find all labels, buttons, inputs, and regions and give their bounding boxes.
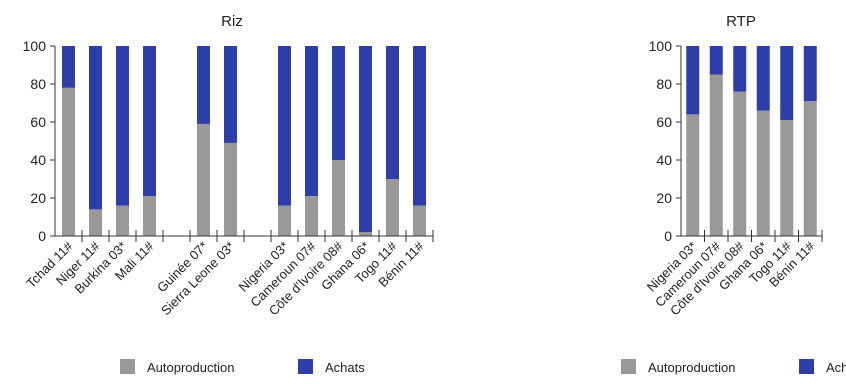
y-tick-label-riz-0: 0 [38,228,46,244]
bar-riz-achats-2 [116,46,129,206]
legend-swatch-rtp-achats [799,359,814,374]
bar-rtp-achats-0 [686,46,700,115]
bar-rtp-achats-4 [780,46,794,121]
chart-title-riz: Riz [221,13,243,30]
bar-riz-autoproduction-8 [278,205,291,236]
y-tick-label-riz-100: 100 [23,38,47,54]
y-tick-label-riz-40: 40 [30,152,46,168]
y-tick-label-riz-80: 80 [30,76,46,92]
legend-label-rtp-achats: Achats [826,360,846,375]
bar-rtp-autoproduction-5 [803,101,817,236]
bar-riz-autoproduction-1 [89,209,102,236]
bar-rtp-achats-1 [709,46,723,75]
y-tick-label-riz-20: 20 [30,190,46,206]
bar-riz-achats-13 [413,46,426,206]
bar-riz-achats-1 [89,46,102,210]
legend-label-riz-autoproduction: Autoproduction [147,360,234,375]
legend-riz: Autoproduction Achats [120,359,365,375]
bar-rtp-achats-5 [803,46,817,102]
bar-riz-autoproduction-5 [197,123,210,236]
bar-riz-achats-3 [143,46,156,197]
bar-riz-achats-10 [332,46,345,160]
bar-rtp-autoproduction-0 [686,114,700,236]
y-tick-label-rtp-80: 80 [656,76,672,92]
bar-rtp-autoproduction-4 [780,120,794,236]
legend-label-riz-achats: Achats [325,360,365,375]
y-tick-label-rtp-20: 20 [656,190,672,206]
bar-riz-achats-8 [278,46,291,206]
bar-rtp-autoproduction-1 [709,74,723,236]
legend-swatch-riz-achats [298,359,313,374]
bar-riz-achats-5 [197,46,210,124]
legend-label-rtp-autoproduction: Autoproduction [648,360,735,375]
y-tick-label-rtp-0: 0 [664,228,672,244]
bar-riz-autoproduction-9 [305,196,318,236]
y-tick-label-rtp-60: 60 [656,114,672,130]
bar-riz-autoproduction-12 [386,179,399,236]
bar-riz-achats-0 [62,46,75,88]
bar-rtp-autoproduction-3 [756,110,770,236]
legend-swatch-rtp-autoproduction [621,359,636,374]
bar-riz-autoproduction-11 [359,232,372,236]
bar-riz-autoproduction-2 [116,205,129,236]
legend-rtp: Autoproduction Achats [621,359,846,375]
bar-riz-autoproduction-0 [62,87,75,236]
chart-title-rtp: RTP [726,13,756,30]
y-tick-label-rtp-40: 40 [656,152,672,168]
bar-riz-autoproduction-3 [143,196,156,236]
bar-riz-autoproduction-6 [224,142,237,236]
bar-riz-autoproduction-10 [332,160,345,236]
y-tick-label-riz-60: 60 [30,114,46,130]
legend-swatch-riz-autoproduction [120,359,135,374]
bar-rtp-achats-3 [756,46,770,111]
bar-riz-achats-11 [359,46,372,233]
bar-rtp-autoproduction-2 [733,91,747,236]
bar-rtp-achats-2 [733,46,747,92]
bar-riz-achats-12 [386,46,399,179]
bar-riz-achats-6 [224,46,237,143]
y-tick-label-rtp-100: 100 [649,38,673,54]
bar-riz-achats-9 [305,46,318,197]
bar-riz-autoproduction-13 [413,205,426,236]
